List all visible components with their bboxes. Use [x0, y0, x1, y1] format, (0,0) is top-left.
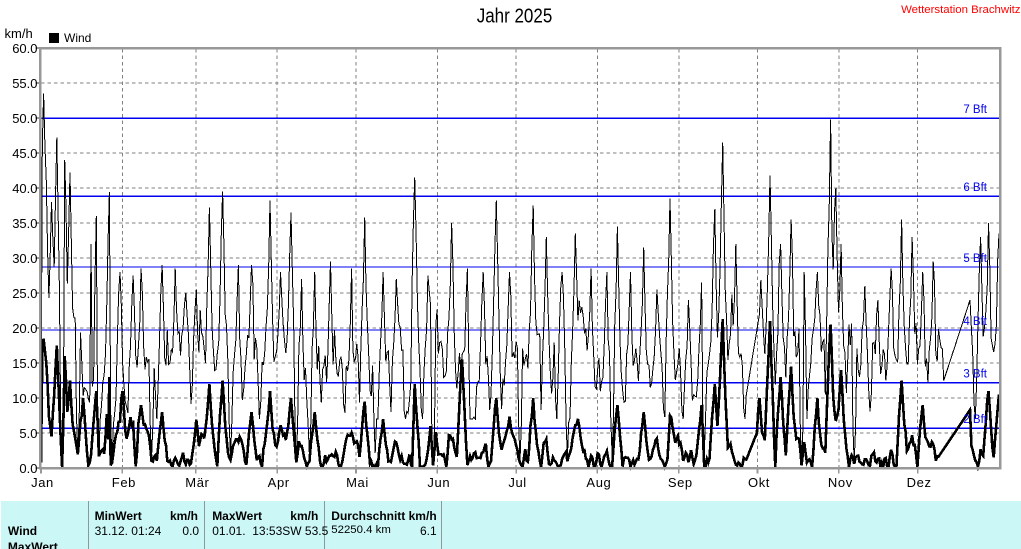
svg-text:5 Bft: 5 Bft: [963, 253, 987, 265]
svg-text:6 Bft: 6 Bft: [963, 182, 987, 194]
svg-text:3 Bft: 3 Bft: [963, 369, 987, 381]
svg-text:2 Bft: 2 Bft: [963, 414, 987, 426]
svg-text:7 Bft: 7 Bft: [963, 104, 987, 116]
svg-text:4 Bft: 4 Bft: [963, 316, 987, 328]
